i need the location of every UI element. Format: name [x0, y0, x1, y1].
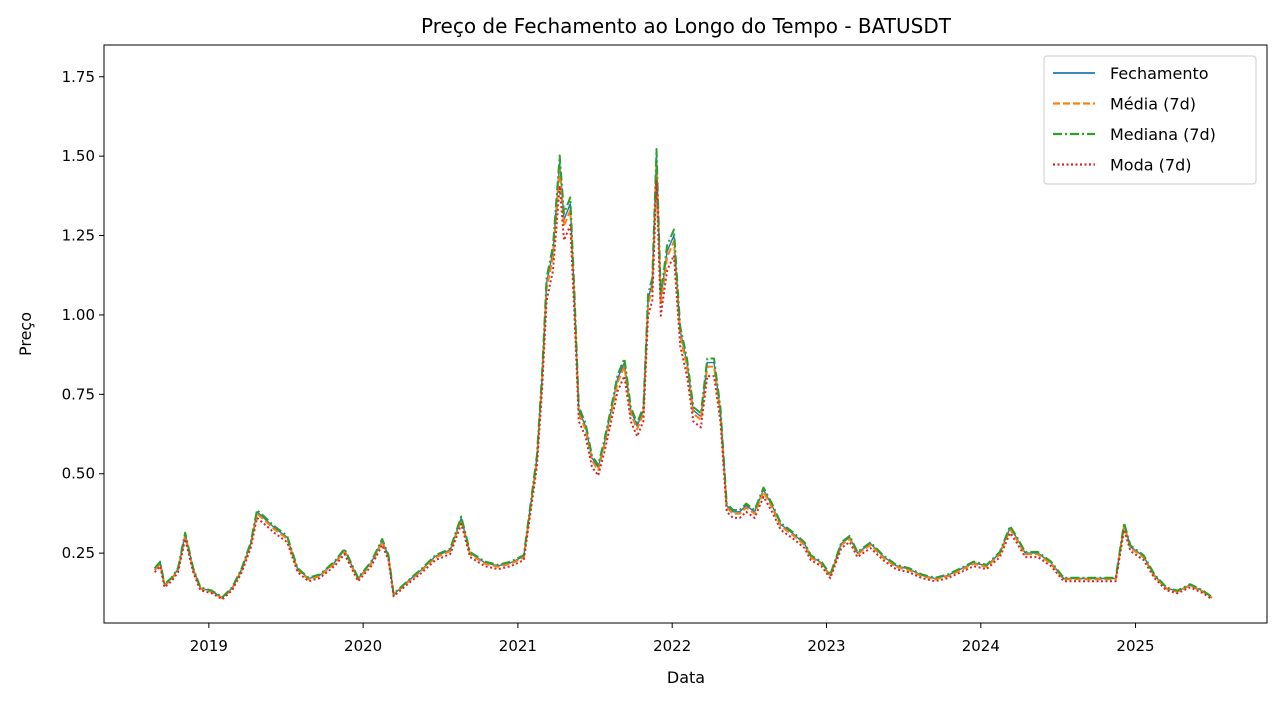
legend-box — [1043, 55, 1257, 185]
x-tick-label: 2021 — [499, 637, 537, 655]
legend-label: Mediana (7d) — [1110, 125, 1216, 144]
y-tick-label: 0.50 — [62, 465, 95, 483]
x-tick-label: 2019 — [190, 637, 228, 655]
legend-label: Média (7d) — [1110, 95, 1196, 114]
x-tick-label: 2020 — [344, 637, 382, 655]
x-tick-label: 2024 — [962, 637, 1000, 655]
series-line-2 — [153, 162, 1213, 600]
y-axis: 0.25 0.50 0.75 1.00 1.25 1.50 1.75 — [62, 68, 104, 562]
legend-label: Fechamento — [1110, 64, 1209, 83]
x-axis-label: Data — [667, 668, 705, 687]
y-tick-label: 1.75 — [62, 68, 95, 86]
series-line-1 — [154, 155, 1213, 599]
y-tick-label: 1.00 — [62, 306, 95, 324]
chart-title: Preço de Fechamento ao Longo do Tempo - … — [421, 14, 952, 38]
y-tick-label: 1.50 — [62, 147, 95, 165]
x-tick-label: 2022 — [653, 637, 691, 655]
series-line-3 — [153, 148, 1213, 599]
x-tick-label: 2025 — [1116, 637, 1154, 655]
legend-label: Moda (7d) — [1110, 156, 1191, 175]
y-tick-label: 0.75 — [62, 385, 95, 403]
series-line-4 — [153, 179, 1213, 601]
x-tick-label: 2023 — [807, 637, 845, 655]
y-axis-label: Preço — [16, 312, 35, 356]
plot-frame — [103, 44, 1268, 624]
y-tick-label: 1.25 — [62, 227, 95, 245]
legend: Fechamento Média (7d) Mediana (7d) Moda (7d… — [1043, 55, 1257, 185]
x-axis: 2019 2020 2021 2022 2023 2024 2025 — [190, 623, 1155, 655]
y-tick-label: 0.25 — [62, 544, 95, 562]
series-group — [153, 148, 1213, 601]
